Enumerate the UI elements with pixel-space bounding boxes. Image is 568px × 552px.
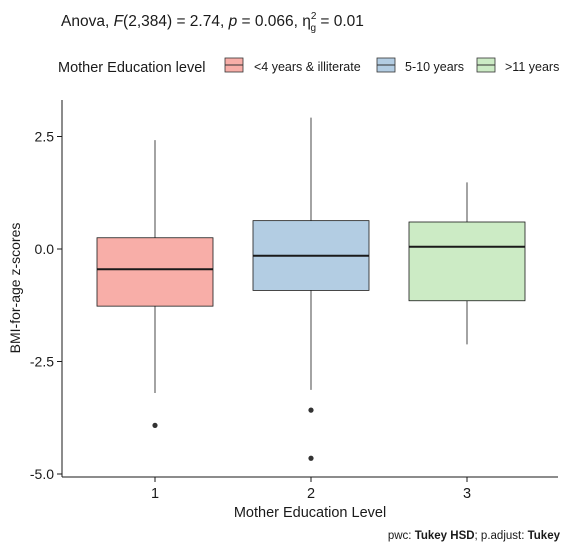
outlier-point [152,422,158,428]
stat-eta-text: = 0.01 [316,13,364,30]
footnote-middle: ; p.adjust: [475,530,528,542]
box-group-2 [252,117,370,461]
footnote-method: Tukey HSD [415,530,475,542]
footnote-adjust: Tukey [528,530,561,542]
box-iqr [408,221,526,302]
x-tick-label: 3 [463,486,471,502]
legend-title: Mother Education level [58,60,206,76]
stat-eta-symbol: η [302,13,311,30]
box-group-3 [408,182,526,345]
stat-prefix: Anova, [61,13,114,30]
legend: Mother Education level <4 years & illite… [58,57,559,76]
legend-label-1: <4 years & illiterate [254,60,361,74]
stat-f-args: (2,384) = 2.74, [123,13,229,30]
stat-p-symbol: p [228,13,238,30]
x-ticks: 1 2 3 [151,477,471,502]
stat-f-symbol: F [114,13,125,30]
y-ticks: 2.5 0.0 -2.5 -5.0 [30,129,62,482]
y-tick-label: -5.0 [30,466,54,482]
box-group-1 [96,140,214,428]
stat-eta-superscript: 2 [311,11,317,22]
legend-label-2: 5-10 years [405,60,464,74]
y-axis-title: BMI-for-age z-scores [7,223,23,354]
x-tick-label: 1 [151,486,159,502]
x-axis-title: Mother Education Level [234,505,386,521]
y-tick-label: -2.5 [30,354,54,370]
footnote-prefix: pwc: [388,530,415,542]
box-iqr [96,237,214,307]
legend-label-3: >11 years [505,60,559,74]
legend-entry-2: 5-10 years [376,57,464,74]
stat-p-text: = 0.066, [237,13,302,30]
x-tick-label: 2 [307,486,315,502]
y-tick-label: 2.5 [35,129,55,145]
outlier-point [308,407,314,413]
outlier-point [308,455,314,461]
stat-subtitle: Anova, F(2,384) = 2.74, p = 0.066, η2 g =… [61,11,364,34]
boxes [96,117,526,461]
legend-entry-3: >11 years [476,57,559,74]
stat-eta-subscript: g [310,23,316,34]
legend-entry-1: <4 years & illiterate [224,57,361,74]
y-tick-label: 0.0 [35,241,55,257]
footnote: pwc: Tukey HSD; p.adjust: Tukey [388,530,561,542]
